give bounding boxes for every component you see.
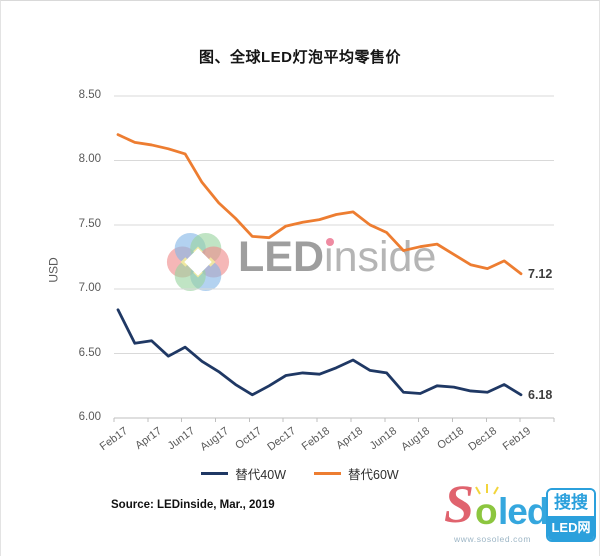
y-axis-tick-label: 8.00 — [78, 153, 101, 166]
sosoled-url: www.sosoled.com — [454, 534, 532, 544]
sosoled-logo-led: led — [498, 491, 549, 532]
sosoled-cn-bottom: LED网 — [548, 516, 594, 540]
legend: 替代40W 替代60W — [1, 464, 599, 483]
sosoled-cn-badge: 搜搜 LED网 — [546, 488, 596, 542]
sosoled-cn-top: 搜搜 — [548, 490, 594, 516]
source-note: Source: LEDinside, Mar., 2019 — [111, 499, 275, 511]
bulb-rays-icon — [475, 484, 499, 495]
watermark-text-i: i — [324, 233, 334, 281]
legend-label-40w: 替代40W — [235, 468, 286, 482]
ledinside-wordmark: LEDi nside — [238, 236, 436, 279]
watermark-text-led: LED — [238, 233, 324, 281]
sosoled-logo-bulb-o: o — [475, 491, 498, 532]
chart-title: 图、全球LED灯泡平均零售价 — [198, 49, 401, 66]
watermark-text-nside: nside — [333, 233, 437, 281]
legend-item-40w: 替代40W — [201, 464, 286, 483]
y-axis-tick-label: 7.00 — [78, 282, 101, 295]
ledinside-flower-logo-icon — [166, 232, 230, 292]
legend-item-60w: 替代60W — [314, 464, 399, 483]
y-axis-tick-label: 7.50 — [78, 217, 101, 230]
series-end-label-60w: 7.12 — [528, 266, 553, 281]
sosoled-logo: S o led www.sosoled.com 搜搜 LED网 — [444, 477, 598, 553]
y-axis-tick-label: 6.00 — [78, 411, 101, 423]
sosoled-logo-s: S — [444, 474, 475, 534]
series-line-40w — [116, 308, 523, 397]
watermark-i-dot — [326, 238, 334, 246]
legend-swatch-60w — [314, 472, 341, 475]
y-axis-tick-label: 8.50 — [78, 89, 101, 101]
series-end-label-40w: 6.18 — [528, 387, 553, 402]
series-line-60w — [116, 133, 523, 276]
y-axis-tick-label: 6.50 — [78, 346, 101, 359]
legend-swatch-40w — [201, 472, 229, 475]
legend-label-60w: 替代60W — [348, 468, 399, 482]
